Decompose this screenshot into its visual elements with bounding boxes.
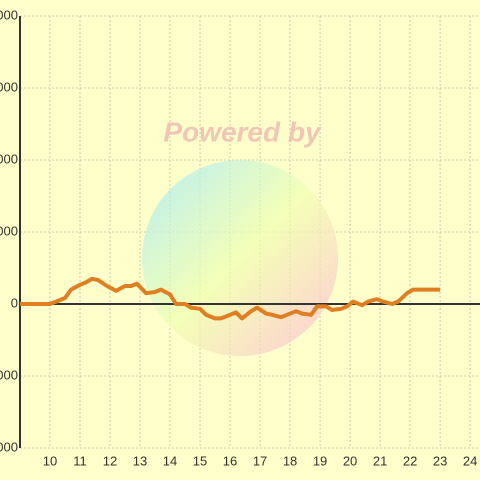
x-tick-label: 14 (163, 453, 177, 468)
x-tick-label: 24 (463, 453, 477, 468)
x-tick-label: 22 (403, 453, 417, 468)
x-tick-label: 10 (43, 453, 57, 468)
x-tick-label: 15 (193, 453, 207, 468)
line (20, 276, 441, 321)
watermark-logo (142, 160, 338, 356)
x-tick-label: 20 (343, 453, 357, 468)
x-tick-label: 19 (313, 453, 327, 468)
y-tick-label: -3,000 (0, 367, 18, 382)
y-tick-label: 3,000 (0, 223, 18, 238)
y-tick-label: 9,000 (0, 79, 18, 94)
x-tick-label: 17 (253, 453, 267, 468)
x-tick-label: 16 (223, 453, 237, 468)
x-tick-label: 23 (433, 453, 447, 468)
x-tick-label: 11 (73, 453, 87, 468)
watermark: Powered by (163, 116, 322, 147)
y-tick-label: 12,000 (0, 7, 18, 22)
y-tick-label: 6,000 (0, 151, 18, 166)
plot: -6,000 -3,000 0 3,000 6,000 9,000 12,000 10 11 12… (0, 7, 480, 468)
x-tick-label: 21 (373, 453, 387, 468)
y-tick-label: -6,000 (0, 439, 18, 454)
y-tick-label: 0 (11, 295, 18, 310)
x-tick-label: 18 (283, 453, 297, 468)
x-tick-label: 12 (103, 453, 117, 468)
x-tick-label: 13 (133, 453, 147, 468)
